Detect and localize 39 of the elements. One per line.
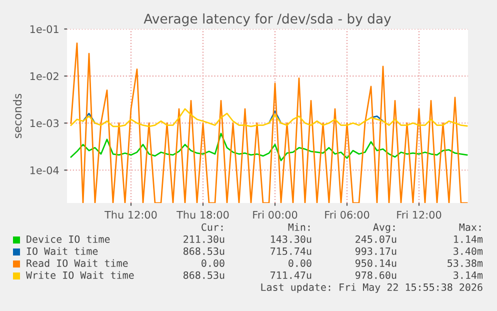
x-tick-label: Thu 18:00: [176, 210, 229, 219]
line-series: [70, 108, 468, 128]
x-tick-label: Fri 06:00: [325, 210, 370, 219]
text: 3.14m: [454, 271, 483, 279]
text: 143.30u: [271, 235, 312, 243]
x-tick-label: Thu 12:00: [104, 210, 157, 219]
line-series: [70, 132, 468, 162]
text: 53.38m: [448, 259, 483, 267]
x-tick-label: Fri 00:00: [253, 210, 298, 219]
legend-label: IO Wait time: [26, 247, 98, 255]
text: 950.14u: [355, 259, 396, 267]
legend-label: Read IO Wait time: [26, 259, 128, 267]
y-tick-label: 1e-02: [30, 72, 58, 80]
legend-label: Device IO time: [26, 235, 110, 243]
text: 715.74u: [270, 247, 312, 255]
text: Last update: Fri May 22 15:55:38 2026: [261, 283, 482, 293]
text: 0.00: [288, 259, 312, 267]
text: 978.60u: [355, 271, 396, 279]
text: 3.40m: [454, 247, 483, 255]
text: 245.07u: [356, 235, 396, 243]
text: Cur:: [202, 223, 223, 231]
text: 0.00: [202, 259, 224, 267]
y-tick-label: 1e-01: [30, 25, 58, 34]
text: 868.53u: [183, 271, 224, 279]
text: 211.30u: [184, 235, 224, 243]
y-axis-title: seconds: [13, 94, 22, 138]
text: Max:: [459, 223, 481, 231]
text: Avg:: [373, 223, 395, 233]
text: 868.53u: [183, 247, 224, 255]
text: 711.47u: [270, 271, 312, 279]
chart-title: Average latency for /dev/sda - by day: [144, 13, 391, 26]
y-tick-label: 1e-04: [30, 166, 59, 174]
line-series: [70, 42, 468, 203]
text: Min:: [288, 223, 310, 231]
text: 993.17u: [355, 247, 396, 255]
text: 1.14m: [454, 235, 483, 243]
legend-label: Write IO Wait time: [26, 271, 134, 279]
x-tick-label: Fri 12:00: [397, 210, 442, 219]
y-tick-label: 1e-03: [30, 119, 59, 128]
